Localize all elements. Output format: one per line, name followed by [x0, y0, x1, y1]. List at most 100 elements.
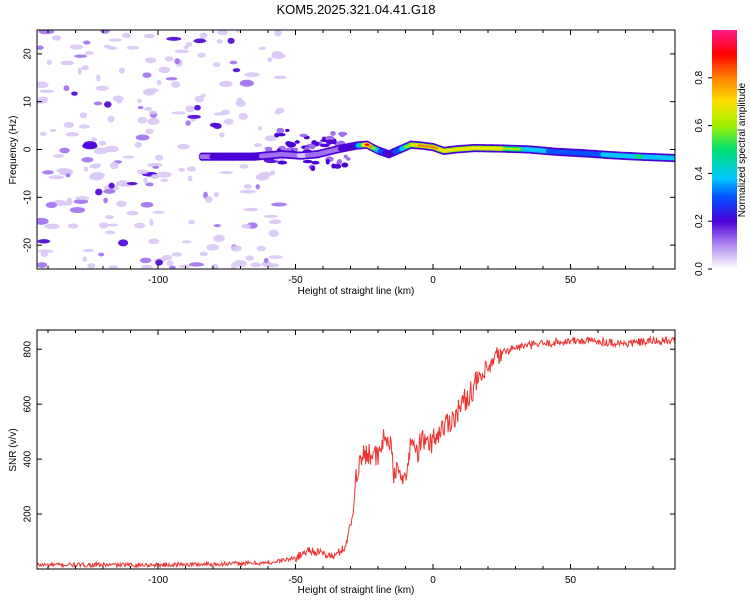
noise-blob	[142, 88, 156, 96]
colorbar-tick-label: 0.2	[694, 214, 705, 228]
noise-blob	[67, 223, 79, 229]
noise-blob	[37, 249, 54, 254]
noise-blob	[63, 85, 70, 92]
noise-blob	[116, 200, 127, 207]
noise-blob	[213, 112, 228, 116]
noise-blob	[108, 182, 115, 189]
noise-blob	[142, 72, 152, 78]
ridge-peak	[473, 146, 479, 150]
noise-blob	[268, 255, 283, 259]
noise-blob	[171, 252, 183, 257]
spectrogram-xtick-label: 50	[565, 275, 577, 286]
noise-blob	[77, 67, 83, 75]
snr-xtick-label: -50	[288, 575, 303, 586]
spectrogram-ytick-label: 0	[23, 146, 34, 152]
noise-blob	[48, 175, 65, 180]
noise-blob	[69, 206, 86, 214]
noise-blob	[223, 118, 234, 125]
noise-blob	[37, 262, 48, 268]
noise-blob	[326, 139, 334, 145]
noise-blob	[84, 51, 94, 56]
noise-blob	[126, 210, 139, 216]
snr-panel: -100 -50 0 50 200 400 600 800 Height of straig…	[8, 329, 676, 596]
ridge-peak	[440, 149, 446, 152]
noise-blob	[271, 50, 283, 57]
ridge-peak	[361, 143, 366, 147]
noise-blob	[164, 56, 174, 62]
ridge-peak	[500, 147, 505, 150]
snr-xtick-label: 0	[430, 575, 436, 586]
noise-blob	[38, 30, 55, 35]
noise-blob	[219, 171, 234, 175]
noise-blob	[213, 224, 221, 228]
noise-blob	[83, 166, 89, 172]
noise-blob	[98, 252, 105, 257]
noise-blob	[104, 215, 115, 220]
noise-blob	[276, 127, 285, 134]
noise-blob	[116, 99, 123, 104]
noise-blob	[103, 197, 108, 204]
noise-blob	[268, 229, 279, 238]
colorbar-ticks: 0.0 0.2 0.4 0.6 0.8	[694, 70, 712, 276]
noise-blob	[330, 131, 336, 136]
noise-blob	[311, 160, 320, 165]
noise-blob	[37, 81, 49, 89]
noise-blob	[341, 162, 349, 168]
ridge-peak	[434, 147, 439, 150]
noise-blob	[93, 101, 103, 106]
noise-blob	[136, 169, 149, 175]
noise-blob	[188, 219, 196, 225]
noise-blob	[271, 202, 287, 207]
ridge-peak	[424, 145, 429, 148]
ridge-peak	[486, 147, 492, 150]
spectrogram-ytick-label: -10	[23, 190, 34, 205]
spectrogram-xlabel: Height of straight line (km)	[298, 286, 415, 297]
noise-blob	[267, 57, 273, 63]
noise-blob	[71, 91, 78, 96]
noise-blob	[45, 201, 58, 209]
noise-blob	[145, 182, 154, 187]
ridge-peak	[371, 146, 376, 150]
noise-blob	[263, 257, 269, 264]
snr-ylabel: SNR (v/v)	[8, 428, 19, 471]
noise-blob	[44, 223, 60, 230]
snr-ytick-label: 200	[23, 505, 34, 522]
noise-blob	[137, 116, 148, 124]
noise-blob	[107, 115, 115, 123]
ridge-peak	[427, 145, 432, 148]
snr-xtick-label: -100	[148, 575, 168, 586]
noise-blob	[147, 117, 160, 125]
noise-blob	[87, 263, 96, 269]
noise-blob	[166, 36, 182, 41]
noise-blob	[256, 245, 266, 252]
noise-blob	[105, 230, 116, 235]
noise-blob	[199, 32, 208, 39]
noise-blob	[333, 163, 342, 169]
noise-blob	[38, 96, 48, 101]
colorbar-tick-label: 0.0	[694, 262, 705, 276]
noise-blob	[185, 120, 191, 126]
ridge-peak	[430, 145, 436, 149]
snr-xlabel: Height of straight line (km)	[298, 585, 415, 596]
noise-blob	[78, 124, 90, 129]
noise-blob	[156, 79, 162, 86]
ridge-peak	[503, 147, 508, 150]
noise-blob	[200, 93, 207, 98]
ridge-peak	[506, 147, 512, 150]
colorbar-gradient	[712, 30, 737, 269]
noise-blob	[156, 171, 172, 178]
colorbar-tick-label: 0.6	[694, 118, 705, 132]
noise-blob	[53, 154, 64, 158]
noise-blob	[104, 101, 112, 108]
noise-blob	[82, 248, 95, 253]
noise-blob	[259, 171, 272, 178]
ridge-peak	[467, 147, 472, 150]
noise-blob	[244, 72, 260, 78]
spectrogram-xtick-label: -100	[148, 275, 168, 286]
noise-blob	[126, 45, 140, 50]
snr-x-ticks: -100 -50 0 50	[47, 330, 654, 586]
noise-blob	[103, 189, 116, 194]
noise-blob	[109, 161, 119, 170]
noise-blob	[143, 177, 148, 184]
